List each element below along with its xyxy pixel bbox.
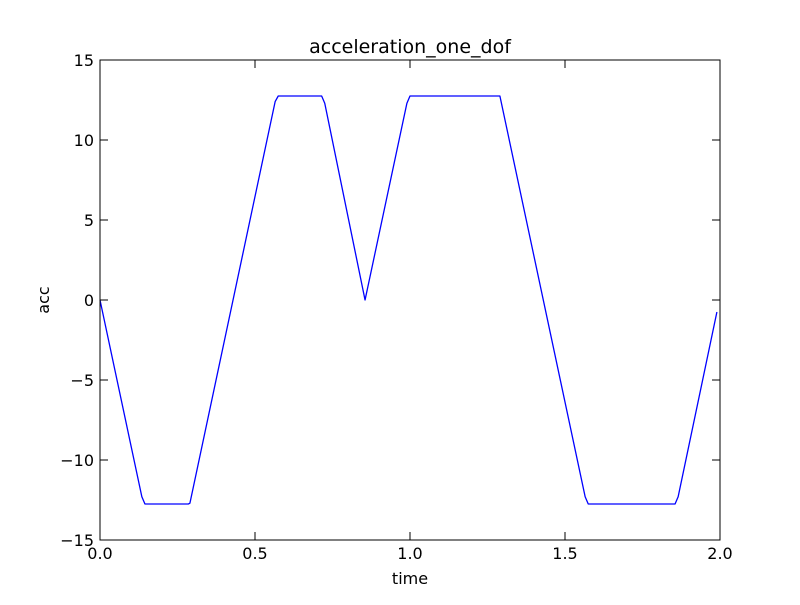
x-axis-label: time bbox=[392, 569, 428, 588]
plot-area bbox=[100, 60, 720, 540]
y-tick-labels: 15 10 5 0 −5 −10 −15 bbox=[60, 51, 94, 550]
series-line-1 bbox=[99, 95, 718, 505]
x-tick-label: 1.0 bbox=[397, 544, 422, 563]
x-tick-label: 1.5 bbox=[552, 544, 577, 563]
y-tick-label: 0 bbox=[84, 291, 94, 310]
y-tick-label: 15 bbox=[74, 51, 94, 70]
plot-frame bbox=[99, 59, 721, 541]
y-tick-label: −5 bbox=[70, 371, 94, 390]
x-tick-label: 0.5 bbox=[242, 544, 267, 563]
x-tick-label: 0.0 bbox=[87, 544, 112, 563]
series-lines bbox=[99, 95, 718, 505]
y-tick-label: −10 bbox=[60, 451, 94, 470]
y-tick-label: −15 bbox=[60, 531, 94, 550]
chart-title: acceleration_one_dof bbox=[309, 36, 512, 58]
y-tick-label: 10 bbox=[74, 131, 94, 150]
y-axis-label: acc bbox=[34, 286, 53, 313]
x-tick-labels: 0.0 0.5 1.0 1.5 2.0 bbox=[87, 544, 732, 563]
x-tick-label: 2.0 bbox=[707, 544, 732, 563]
y-tick-label: 5 bbox=[84, 211, 94, 230]
